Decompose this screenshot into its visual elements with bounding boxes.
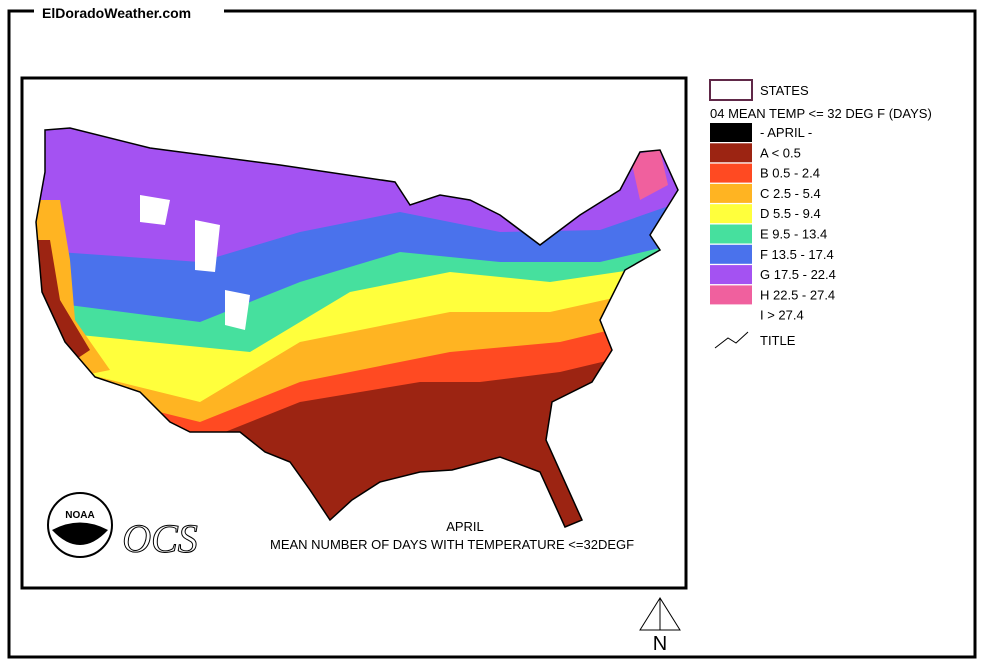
legend-label: F 13.5 - 17.4 xyxy=(760,247,834,262)
legend-swatch xyxy=(710,143,752,163)
legend-label: I > 27.4 xyxy=(760,308,804,323)
legend-label: H 22.5 - 27.4 xyxy=(760,287,835,302)
legend: - APRIL - A < 0.5 B 0.5 - 2.4 C 2.5 - 5.4 D … xyxy=(710,123,836,325)
caption-month: APRIL xyxy=(446,519,484,534)
legend-swatch xyxy=(710,305,752,325)
legend-label: G 17.5 - 22.4 xyxy=(760,267,836,282)
legend-swatch xyxy=(710,183,752,203)
legend-label: - APRIL - xyxy=(760,125,812,140)
legend-swatch xyxy=(710,265,752,285)
legend-label: B 0.5 - 2.4 xyxy=(760,166,820,181)
noaa-bird xyxy=(52,522,108,545)
legend-label: C 2.5 - 5.4 xyxy=(760,186,821,201)
legend-title: 04 MEAN TEMP <= 32 DEG F (DAYS) xyxy=(710,106,932,121)
legend-swatch xyxy=(710,244,752,264)
legend-line-label: TITLE xyxy=(760,333,796,348)
noaa-text: NOAA xyxy=(65,510,94,521)
legend-label: E 9.5 - 13.4 xyxy=(760,227,827,242)
caption: MEAN NUMBER OF DAYS WITH TEMPERATURE <=3… xyxy=(270,537,634,552)
us-outline xyxy=(35,127,679,528)
legend-swatch xyxy=(710,285,752,305)
states-swatch xyxy=(709,79,753,101)
line-icon xyxy=(714,331,749,349)
legend-swatch xyxy=(710,204,752,224)
legend-swatch xyxy=(710,123,752,142)
ocs-logo: OCS xyxy=(122,516,198,561)
legend-label: A < 0.5 xyxy=(760,145,801,160)
legend-swatch xyxy=(710,163,752,183)
legend-label: D 5.5 - 9.4 xyxy=(760,206,821,221)
legend-states: STATES xyxy=(760,83,809,98)
north-label: N xyxy=(653,633,667,655)
legend-swatch xyxy=(710,224,752,244)
title-bg xyxy=(34,2,224,22)
site-title: ElDoradoWeather.com xyxy=(42,5,191,21)
